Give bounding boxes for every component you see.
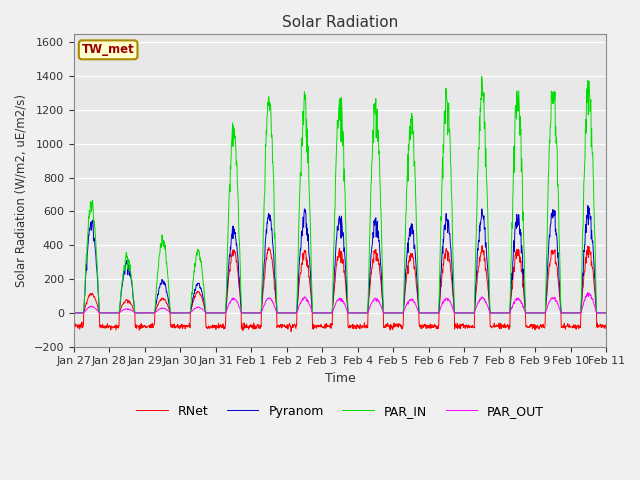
RNet (248, 323, 255, 329)
Pyranom (422, 310, 430, 316)
Pyranom (603, 310, 611, 316)
RNet (70, 324, 77, 330)
X-axis label: Time: Time (324, 372, 355, 385)
RNet (423, 325, 431, 331)
PAR_OUT (540, 310, 547, 316)
PAR_OUT (584, 290, 592, 296)
PAR_OUT (492, 310, 500, 316)
PAR_IN (603, 310, 611, 316)
Line: PAR_OUT: PAR_OUT (74, 293, 607, 313)
Text: TW_met: TW_met (82, 43, 134, 56)
PAR_OUT (422, 310, 430, 316)
Title: Solar Radiation: Solar Radiation (282, 15, 398, 30)
Y-axis label: Solar Radiation (W/m2, uE/m2/s): Solar Radiation (W/m2, uE/m2/s) (15, 94, 28, 287)
RNet (188, 303, 196, 309)
Pyranom (492, 310, 500, 316)
Legend: RNet, Pyranom, PAR_IN, PAR_OUT: RNet, Pyranom, PAR_IN, PAR_OUT (131, 400, 549, 423)
Line: RNet: RNet (74, 246, 607, 332)
RNet (493, 323, 500, 328)
RNet (540, 325, 548, 331)
PAR_OUT (248, 310, 255, 316)
PAR_OUT (70, 310, 77, 316)
PAR_IN (422, 310, 430, 316)
Line: PAR_IN: PAR_IN (74, 76, 607, 313)
PAR_IN (70, 310, 77, 316)
Pyranom (70, 310, 77, 316)
RNet (478, 243, 486, 249)
Pyranom (540, 310, 547, 316)
PAR_IN (248, 310, 255, 316)
Pyranom (175, 310, 183, 316)
RNet (603, 322, 611, 328)
PAR_IN (493, 310, 500, 316)
PAR_IN (188, 291, 196, 297)
Pyranom (248, 310, 255, 316)
Line: Pyranom: Pyranom (74, 205, 607, 313)
Pyranom (584, 203, 592, 208)
RNet (287, 329, 295, 335)
PAR_IN (175, 310, 183, 316)
RNet (175, 326, 183, 332)
PAR_IN (478, 73, 486, 79)
PAR_IN (540, 310, 547, 316)
Pyranom (188, 300, 196, 306)
PAR_OUT (175, 310, 183, 316)
PAR_OUT (188, 308, 196, 314)
PAR_OUT (603, 310, 611, 316)
